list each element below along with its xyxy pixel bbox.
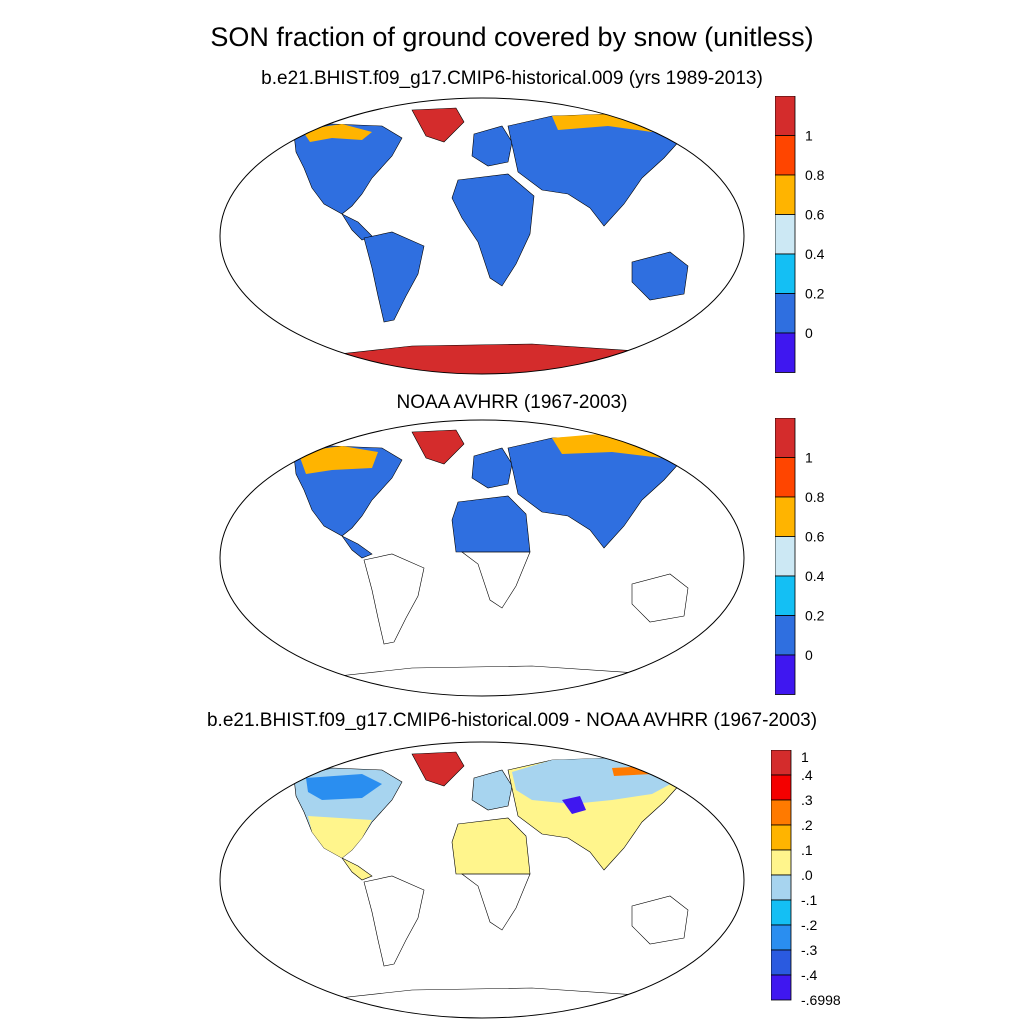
greenland-land (411, 429, 465, 465)
colorbar-segment (771, 924, 792, 951)
colorbar-segment (771, 799, 792, 826)
colorbar-tick-label: .2 (801, 817, 813, 833)
map-difference (219, 741, 745, 1019)
antarctica-land (281, 987, 683, 1018)
colorbar-segment (775, 536, 796, 577)
colorbar-tick-label: 0.2 (805, 286, 825, 302)
north-america-diff-south (308, 816, 372, 858)
map-model-snow (219, 97, 745, 375)
map-boundary (219, 419, 745, 697)
colorbar-1: 1 0.8 0.6 0.4 0.2 0 (775, 96, 825, 373)
colorbar-tick-label: -.1 (801, 892, 818, 908)
colorbar-tick-label: 1 (801, 750, 809, 765)
colorbar-segment (775, 457, 796, 498)
colorbar-segment (771, 750, 792, 776)
australia-land (631, 573, 689, 623)
colorbar-segment (771, 899, 792, 926)
colorbar-segment (775, 293, 796, 334)
colorbar-segment (775, 135, 796, 176)
colorbar-tick-label: 0 (805, 647, 813, 663)
north-america-land (293, 123, 403, 215)
map-boundary (219, 741, 745, 1019)
colorbar-segment (775, 96, 796, 136)
colorbar-segment (771, 849, 792, 876)
africa-south-land (461, 551, 531, 609)
colorbar-segment (771, 824, 792, 851)
europe-land (471, 769, 513, 811)
greenland-land (411, 751, 465, 787)
colorbar-tick-label: -.3 (801, 942, 818, 958)
colorbar-tick-label: 0.4 (805, 246, 825, 262)
colorbar-segment (775, 214, 796, 255)
colorbar-tick-label: 0.6 (805, 207, 825, 223)
colorbar-segment (771, 874, 792, 901)
central-america-land (341, 535, 373, 559)
colorbar-tick-label: 0.2 (805, 608, 825, 624)
australia-land (631, 895, 689, 945)
colorbar-2: 1 0.8 0.6 0.4 0.2 0 (775, 418, 825, 695)
central-america-land (341, 857, 373, 881)
colorbar-segment (775, 174, 796, 215)
main-title: SON fraction of ground covered by snow (… (210, 22, 814, 52)
colorbar-segment (771, 774, 792, 801)
central-america-land (341, 213, 373, 241)
panel-3-title: b.e21.BHIST.f09_g17.CMIP6-historical.009… (206, 710, 818, 731)
colorbar-tick-label: 0.8 (805, 167, 825, 183)
colorbar-tick-label: 0 (805, 325, 813, 341)
south-america-land (363, 875, 425, 967)
colorbar-tick-label: 0.6 (805, 529, 825, 545)
colorbar-tick-label: .4 (801, 767, 813, 783)
africa-north-land (451, 817, 531, 875)
antarctica-land (281, 665, 683, 696)
colorbar-segment (771, 949, 792, 976)
greenland-land (411, 107, 465, 143)
colorbar-segment (775, 332, 796, 373)
north-america-snow (298, 446, 378, 474)
colorbar-tick-label: 1 (805, 128, 813, 144)
colorbar-segment (775, 654, 796, 695)
tibet-diff-negative (562, 796, 586, 814)
colorbar-tick-label: .1 (801, 842, 813, 858)
colorbar-tick-label: -.4 (801, 967, 818, 983)
colorbar-tick-label: 0.8 (805, 489, 825, 505)
south-america-land (363, 231, 425, 323)
colorbar-tick-label: 0.4 (805, 568, 825, 584)
colorbar-segment (775, 253, 796, 294)
colorbar-segment (775, 615, 796, 656)
europe-land (471, 447, 513, 489)
north-america-diff-negative (306, 774, 382, 800)
colorbar-tick-label: -.2 (801, 917, 818, 933)
colorbar-segment (775, 418, 796, 458)
south-america-land (363, 553, 425, 645)
colorbar-segment (775, 496, 796, 537)
antarctica-land (281, 343, 683, 374)
africa-north-land (451, 495, 531, 553)
australia-land (631, 251, 689, 301)
africa-south-land (461, 873, 531, 931)
europe-land (471, 125, 513, 167)
panel-2-title: NOAA AVHRR (1967-2003) (396, 392, 628, 413)
colorbar-tick-label: -.6998 (801, 992, 841, 1008)
north-america-snow (302, 124, 372, 142)
colorbar-tick-label: .3 (801, 792, 813, 808)
colorbar-segment (775, 575, 796, 616)
africa-land (451, 173, 535, 287)
asia-land (507, 113, 683, 227)
colorbar-segment (771, 974, 792, 1001)
map-boundary (219, 97, 745, 375)
colorbar-3: 1 .4 .3 .2 .1 .0 -.1 -.2 -.3 -.4 -.6998 (771, 750, 841, 1008)
colorbar-tick-label: 1 (805, 450, 813, 466)
asia-land (507, 435, 683, 549)
colorbar-tick-label: .0 (801, 867, 813, 883)
map-obs-snow (219, 419, 745, 697)
panel-1-title: b.e21.BHIST.f09_g17.CMIP6-historical.009… (261, 68, 763, 89)
